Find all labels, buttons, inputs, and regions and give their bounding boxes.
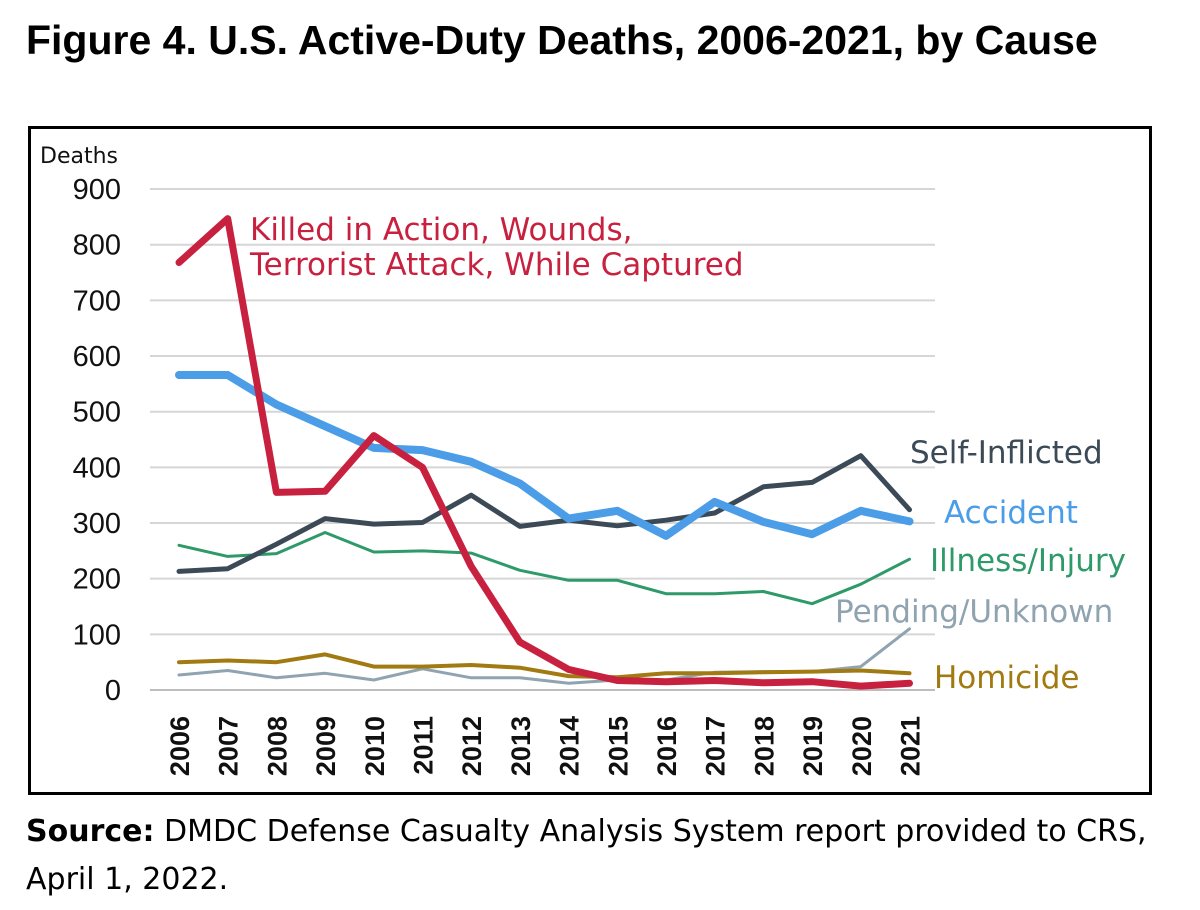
x-tick-label: 2014 bbox=[555, 716, 585, 776]
y-tick-label: 400 bbox=[73, 452, 121, 484]
source-text: DMDC Defense Casualty Analysis System re… bbox=[26, 814, 1147, 897]
y-tick-label: 800 bbox=[73, 230, 121, 262]
x-tick-label: 2016 bbox=[652, 716, 682, 776]
chart-frame bbox=[28, 126, 1152, 795]
series-label-accident: Accident bbox=[944, 495, 1078, 531]
series-label-illness: Illness/Injury bbox=[930, 543, 1126, 579]
x-tick-label: 2015 bbox=[603, 716, 633, 776]
series-label-homicide: Homicide bbox=[934, 660, 1080, 696]
y-axis-ticks: 0 100 200 300 400 500 600 700 800 900 bbox=[73, 174, 121, 707]
y-tick-label: 0 bbox=[105, 675, 121, 707]
gridlines bbox=[150, 188, 935, 691]
x-tick-label: 2006 bbox=[165, 716, 195, 776]
x-tick-label: 2019 bbox=[798, 716, 828, 776]
x-tick-label: 2013 bbox=[506, 716, 536, 776]
series-line-accident bbox=[175, 371, 914, 540]
y-tick-label: 300 bbox=[73, 508, 121, 540]
x-axis-ticks: 2006 2007 2008 2009 2010 2011 2012 2013 2014 2015… bbox=[165, 716, 926, 776]
series-label-kia-line-2: Terrorist Attack, While Captured bbox=[249, 247, 744, 283]
x-tick-label: 2008 bbox=[262, 716, 292, 776]
y-axis-label: Deaths bbox=[40, 144, 118, 169]
y-tick-label: 900 bbox=[73, 174, 121, 206]
series-line-illness bbox=[177, 531, 911, 606]
figure-title: Figure 4. U.S. Active-Duty Deaths, 2006-… bbox=[26, 17, 1098, 63]
y-tick-label: 100 bbox=[73, 619, 121, 651]
x-tick-label: 2007 bbox=[214, 716, 244, 776]
x-tick-label: 2018 bbox=[749, 716, 779, 776]
series-label-self-inflicted: Self-Inflicted bbox=[910, 435, 1103, 471]
series-line-kia bbox=[175, 215, 913, 690]
series-label-pending: Pending/Unknown bbox=[835, 594, 1113, 630]
x-tick-label: 2010 bbox=[360, 716, 390, 776]
series-line-self-inflicted bbox=[176, 453, 912, 574]
x-tick-label: 2011 bbox=[409, 716, 439, 775]
series-labels: Illness/Injury Pending/Unknown Homicide Sel… bbox=[249, 212, 1126, 696]
x-tick-label: 2021 bbox=[896, 716, 926, 776]
y-tick-label: 200 bbox=[73, 564, 121, 596]
source-label: Source: bbox=[26, 814, 155, 849]
x-tick-label: 2017 bbox=[701, 716, 731, 776]
x-tick-label: 2012 bbox=[457, 716, 487, 776]
y-tick-label: 500 bbox=[73, 397, 121, 429]
y-tick-label: 600 bbox=[73, 341, 121, 373]
series-line-homicide bbox=[177, 652, 912, 680]
x-tick-label: 2020 bbox=[847, 716, 877, 776]
source-note: Source: DMDC Defense Casualty Analysis S… bbox=[26, 808, 1166, 904]
series-label-kia-line-1: Killed in Action, Wounds, bbox=[250, 212, 632, 248]
y-tick-label: 700 bbox=[73, 285, 121, 317]
series-lines bbox=[175, 215, 914, 690]
x-tick-label: 2009 bbox=[311, 716, 341, 776]
